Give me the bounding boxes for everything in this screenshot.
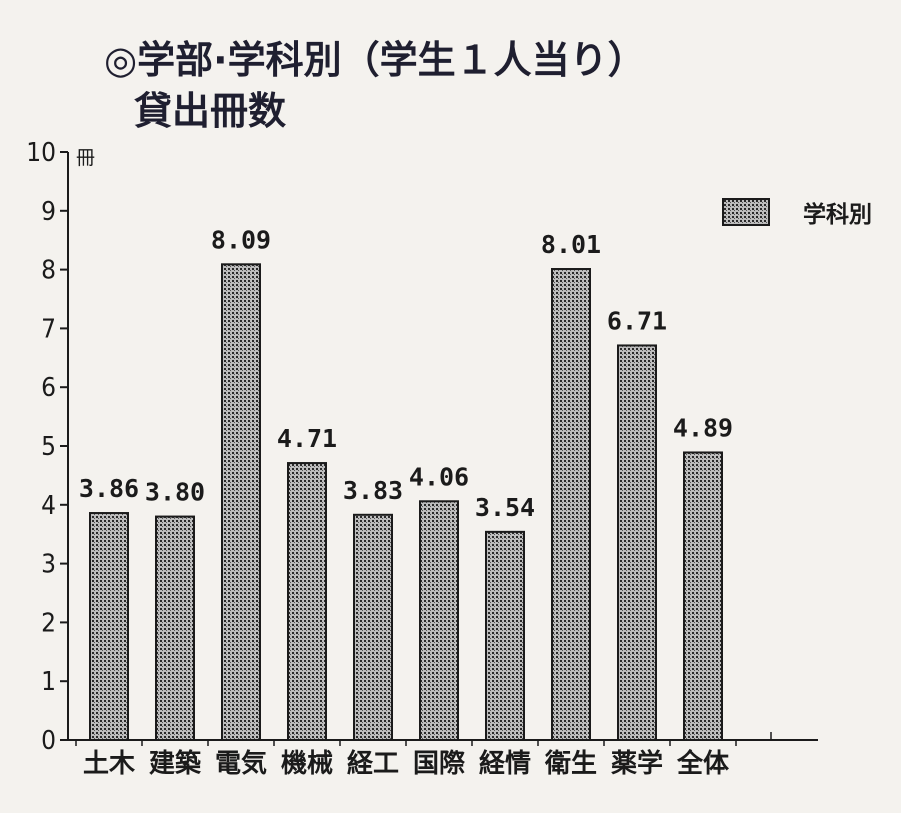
y-tick-label: 8 (41, 256, 56, 286)
data-labels: 3.86 3.80 8.09 4.713.83 4.063.54 8.01 6.71 4.89 (79, 225, 733, 522)
category-label-5: 国際 (413, 749, 465, 779)
bars (89, 263, 723, 742)
bar-1 (155, 515, 195, 741)
category-label-7: 衛生 (544, 749, 597, 779)
chart-subtitle: 貸出冊数 (134, 89, 286, 133)
category-label-0: 土木 (83, 749, 135, 779)
data-label-8: 6.71 (607, 306, 667, 335)
bar-6 (485, 530, 525, 742)
category-label-2: 電気 (215, 748, 267, 779)
category-labels: 土木 建築 電気 機械 経工 国際 経情 衛生 薬学 全体 (83, 748, 730, 779)
data-label-5: 4.06 (409, 462, 469, 491)
y-tick-label: 2 (41, 608, 56, 638)
bar-7 (551, 268, 591, 741)
y-tick-label: 10 (26, 138, 56, 168)
y-tick-label: 0 (41, 726, 56, 756)
category-label-6: 経情 (479, 748, 531, 779)
data-label-3: 4.71 (277, 424, 337, 453)
bar-3 (287, 462, 327, 741)
bar-4 (353, 513, 393, 742)
chart-title: ◎学部·学科別（学生１人当り） (104, 38, 646, 82)
bar-9 (683, 451, 723, 741)
category-label-4: 経工 (347, 748, 399, 779)
data-label-6: 3.54 (475, 493, 535, 522)
bar-5 (419, 500, 459, 741)
category-label-3: 機械 (281, 749, 333, 779)
legend: 学科別 (722, 198, 872, 228)
data-label-2: 8.09 (211, 225, 271, 254)
y-tick-label: 3 (41, 550, 56, 580)
category-label-9: 全体 (676, 748, 730, 779)
y-tick-label: 5 (41, 432, 56, 462)
data-label-0: 3.86 (79, 474, 139, 503)
bar-8 (617, 344, 657, 741)
category-label-8: 薬学 (611, 748, 663, 779)
bar-2 (221, 263, 261, 741)
y-tick-label: 7 (41, 314, 56, 344)
data-label-1: 3.80 (145, 478, 205, 507)
y-tick-label: 1 (41, 667, 56, 697)
y-tick-label: 9 (41, 197, 56, 227)
y-tick-label: 4 (41, 491, 56, 521)
data-label-9: 4.89 (673, 413, 733, 442)
legend-swatch (722, 198, 770, 226)
legend-label: 学科別 (803, 201, 872, 228)
y-tick-label: 6 (41, 373, 56, 403)
y-axis-unit-label: 冊 (76, 147, 95, 169)
data-label-4: 3.83 (343, 476, 403, 505)
bar-0 (89, 512, 129, 741)
category-label-1: 建築 (149, 748, 202, 779)
data-label-7: 8.01 (541, 230, 601, 259)
